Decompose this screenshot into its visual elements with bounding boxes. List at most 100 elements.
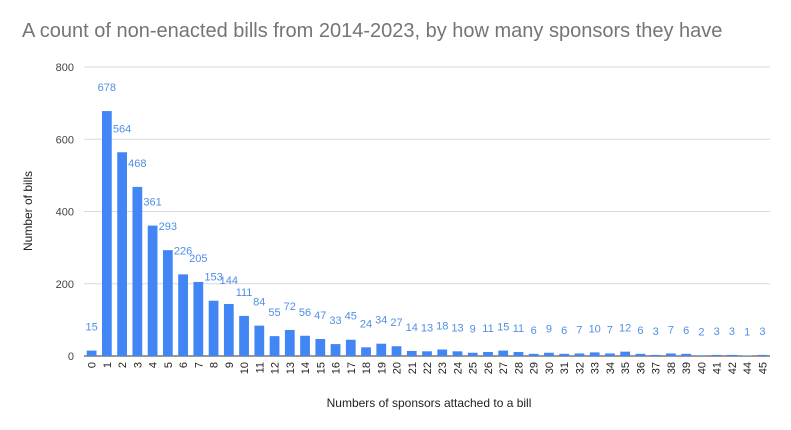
x-tick-label: 32 [574,362,586,374]
data-label: 55 [268,307,280,319]
bar [528,353,539,356]
bar [635,353,646,356]
bar [559,353,570,356]
chart-title: A count of non-enacted bills from 2014-2… [22,20,723,42]
x-tick-label: 44 [742,362,754,374]
bar [696,355,707,356]
x-tick-label: 40 [696,362,708,374]
data-label: 6 [637,325,643,337]
data-label: 15 [497,322,509,334]
data-label: 33 [329,315,341,327]
x-tick-label: 3 [132,362,144,368]
data-label: 24 [360,318,372,330]
bar [727,354,737,356]
x-tick-label: 12 [270,362,282,374]
bar [178,274,188,356]
data-label: 10 [589,323,601,335]
bar [86,350,97,356]
bar [315,339,326,356]
bar [757,354,768,356]
data-label: 6 [561,325,567,337]
bar [345,339,356,356]
data-label: 678 [98,82,116,94]
bar [162,250,173,356]
bar [467,352,478,356]
data-label: 45 [345,311,357,323]
x-tick-label: 5 [163,362,175,368]
data-label: 1 [744,327,750,339]
data-label: 6 [683,325,689,337]
bar [223,303,234,356]
data-label: 3 [729,326,735,338]
data-label: 7 [668,324,674,336]
x-tick-label: 15 [315,362,327,374]
bar [711,354,722,356]
bar [681,353,692,356]
bar [605,353,615,356]
bar [483,352,493,356]
data-label: 3 [714,326,720,338]
data-label: 13 [421,322,433,334]
x-tick-label: 6 [178,362,190,368]
x-tick-label: 34 [605,362,617,374]
bar [284,329,295,356]
data-label: 153 [204,272,222,284]
x-tick-label: 23 [437,362,449,374]
bar [239,315,249,356]
bar [574,353,585,356]
y-tick-label: 800 [56,62,74,74]
y-axis-label: Number of bills [21,171,35,251]
x-tick-label: 20 [392,362,404,374]
data-label: 72 [284,301,296,313]
x-tick-label: 18 [361,362,373,374]
data-label: 13 [451,322,463,334]
x-tick-label: 39 [681,362,693,374]
data-label: 226 [174,245,192,257]
data-label: 18 [436,320,448,332]
bar [208,300,219,356]
x-axis-label: Numbers of sponsors attached to a bill [327,396,532,410]
bar [513,352,524,356]
x-tick-label: 22 [422,362,434,374]
bar [544,352,554,356]
bar [422,351,432,356]
data-label: 564 [113,123,131,135]
data-label: 27 [390,317,402,329]
y-tick-label: 200 [56,279,74,291]
x-tick-label: 33 [590,362,602,374]
x-tick-label: 41 [712,362,724,374]
bar [361,347,371,356]
data-label: 7 [607,324,613,336]
x-tick-label: 17 [346,362,358,374]
y-tick-label: 600 [56,134,74,146]
y-tick-label: 400 [56,207,74,219]
x-tick-label: 0 [87,362,99,368]
bar [666,353,676,356]
bar [117,152,127,356]
x-tick-label: 14 [300,362,312,374]
data-label: 144 [220,275,238,287]
data-label: 9 [546,324,552,336]
data-label: 84 [253,297,265,309]
x-tick-label: 29 [529,362,541,374]
bar [300,335,310,356]
x-tick-label: 19 [376,362,388,374]
data-label: 3 [759,326,765,338]
data-label: 361 [143,197,161,209]
x-tick-label: 25 [468,362,480,374]
x-tick-label: 10 [239,362,251,374]
x-tick-label: 30 [544,362,556,374]
x-tick-label: 11 [254,362,266,373]
x-tick-label: 42 [727,362,739,374]
data-label: 47 [314,310,326,322]
bar [132,186,143,356]
bar [269,336,280,356]
x-tick-label: 24 [452,362,464,374]
bar [254,325,265,356]
x-tick-label: 31 [559,362,571,374]
bar [498,350,509,356]
data-label: 56 [299,307,311,319]
x-tick-label: 1 [102,362,114,368]
